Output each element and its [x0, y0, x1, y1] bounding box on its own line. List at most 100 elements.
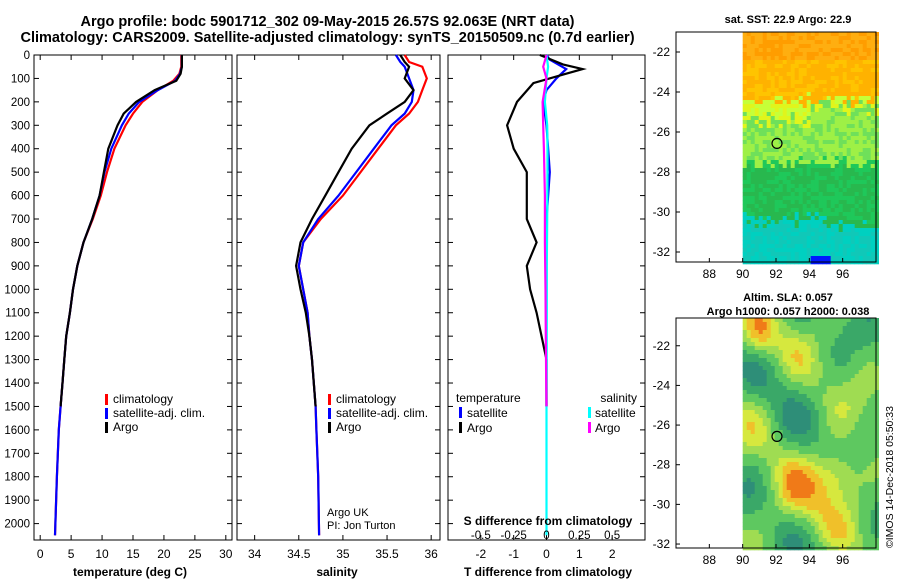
map-cell [874, 406, 879, 411]
map-cell [750, 418, 755, 423]
map-cell [862, 534, 867, 539]
map-cell [842, 76, 847, 81]
map-cell [754, 172, 759, 177]
y-tick-label: 1000 [4, 284, 30, 296]
map-cell [742, 378, 747, 383]
map-cell [862, 228, 867, 233]
map-cell [822, 358, 827, 363]
map-cell [798, 148, 803, 153]
map-cell [842, 398, 847, 403]
map-cell [750, 498, 755, 503]
map-cell [854, 518, 859, 523]
map-cell [854, 426, 859, 431]
map-cell [790, 64, 795, 69]
map-cell [818, 338, 823, 343]
map-cell [818, 518, 823, 523]
map-cell [850, 32, 855, 37]
map-cell [746, 434, 751, 439]
map-cell [786, 220, 791, 225]
map-cell [754, 148, 759, 153]
map-cell [790, 318, 795, 323]
map-cell [858, 386, 863, 391]
map-cell [842, 510, 847, 515]
legend-label: satellite [467, 406, 508, 420]
map-cell [834, 410, 839, 415]
map-cell [766, 458, 771, 463]
map-cell [794, 212, 799, 217]
map-cell [750, 526, 755, 531]
map-cell [834, 334, 839, 339]
map-cell [818, 426, 823, 431]
map-cell [854, 478, 859, 483]
map-cell [746, 510, 751, 515]
map-cell [862, 418, 867, 423]
map-cell [850, 120, 855, 125]
map-cell [798, 32, 803, 37]
map-cell [846, 506, 851, 511]
map-cell [802, 366, 807, 371]
map-cell [842, 172, 847, 177]
map-cell [750, 510, 755, 515]
map-cell [806, 478, 811, 483]
map-cell [742, 406, 747, 411]
map-cell [746, 212, 751, 217]
map-cell [766, 204, 771, 209]
map-cell [826, 144, 831, 149]
map-cell [814, 36, 819, 41]
map-cell [866, 326, 871, 331]
map-cell [862, 60, 867, 65]
map-cell [798, 252, 803, 257]
map-cell [774, 442, 779, 447]
map-cell [794, 156, 799, 161]
map-cell [766, 354, 771, 359]
map-cell [754, 140, 759, 145]
map-cell [814, 108, 819, 113]
map-cell [750, 382, 755, 387]
map-cell [870, 438, 875, 443]
map-cell [826, 534, 831, 539]
map-cell [770, 358, 775, 363]
map-cell [838, 88, 843, 93]
map-cell [846, 212, 851, 217]
map-cell [766, 514, 771, 519]
map-cell [774, 140, 779, 145]
map-cell [850, 220, 855, 225]
map-cell [862, 490, 867, 495]
map-cell [830, 180, 835, 185]
map-cell [766, 486, 771, 491]
map-cell [870, 212, 875, 217]
map-cell [774, 220, 779, 225]
map-cell [830, 502, 835, 507]
map-cell [826, 442, 831, 447]
temperature-panel: 0 5 10 15 20 25 300100200300400500600700800900… [4, 50, 232, 561]
map-cell [806, 164, 811, 169]
map-cell [794, 474, 799, 479]
map-cell [810, 374, 815, 379]
x-tick-label: 35 [336, 547, 350, 561]
map-cell [742, 184, 747, 189]
map-cell [822, 366, 827, 371]
map-cell [766, 80, 771, 85]
map-cell [846, 510, 851, 515]
map-cell [862, 530, 867, 535]
map-cell [846, 152, 851, 157]
map-cell [790, 240, 795, 245]
map-cell [834, 478, 839, 483]
map-cell [806, 498, 811, 503]
map-cell [814, 68, 819, 73]
map-cell [826, 248, 831, 253]
map-cell [858, 430, 863, 435]
map-cell [766, 116, 771, 121]
map-cell [854, 506, 859, 511]
map-cell [758, 506, 763, 511]
top-axis-tick-label: -0.5 [471, 530, 491, 542]
map-cell [758, 60, 763, 65]
map-cell [790, 252, 795, 257]
map-cell [838, 542, 843, 547]
map-cell [746, 248, 751, 253]
map-cell [850, 382, 855, 387]
map-cell [818, 252, 823, 257]
map-cell [806, 244, 811, 249]
map-cell [790, 188, 795, 193]
map-cell [790, 80, 795, 85]
